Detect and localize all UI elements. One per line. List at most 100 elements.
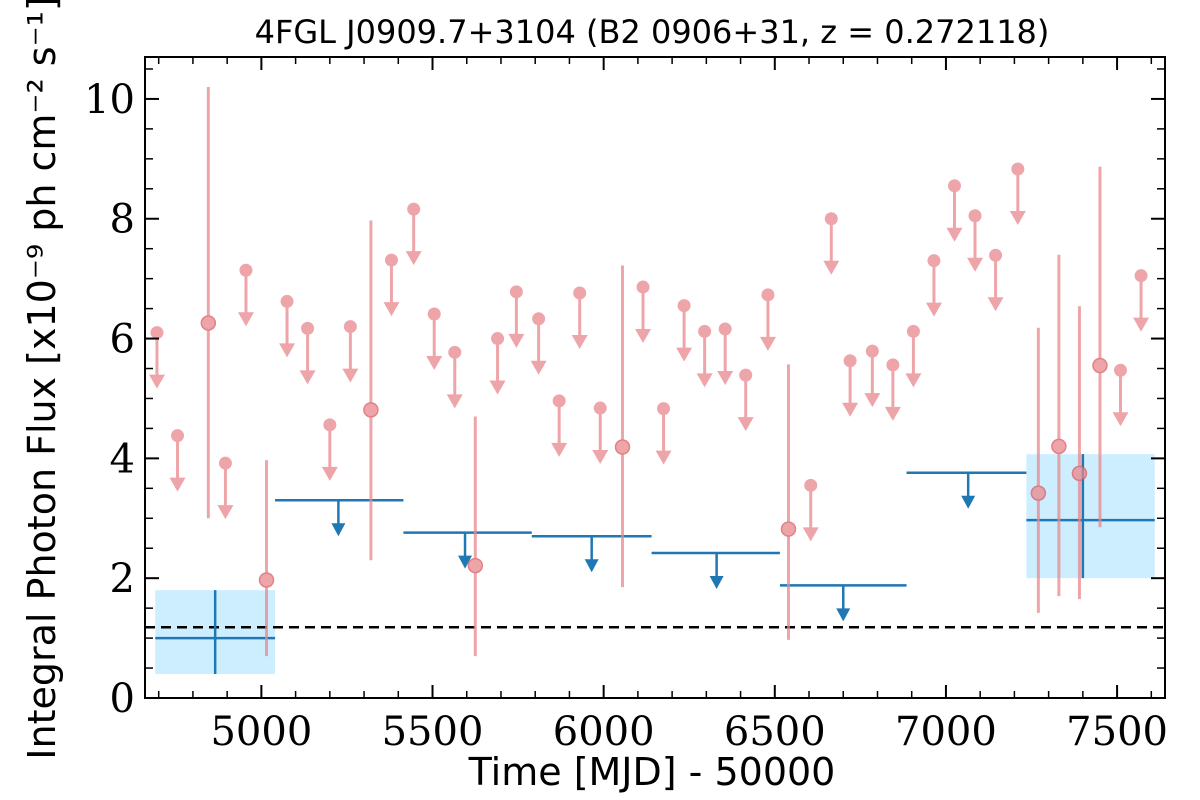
limit-arrowhead [905,373,922,388]
limit-arrowhead [584,559,599,573]
short-bin-upper-limit [864,344,881,408]
limit-arrowhead [237,312,254,327]
short-bin-series [148,86,1150,657]
short-bin-upper-limit [169,429,186,492]
limit-point [509,285,523,299]
limit-arrowhead [925,302,942,317]
limit-point [1011,162,1025,176]
long-bin-upper-limit [906,471,1027,509]
y-tick-label: 10 [84,77,135,123]
limit-arrowhead [1009,211,1026,226]
limit-point [218,456,232,470]
limit-point [886,358,900,372]
short-bin-upper-limit [759,288,776,351]
limit-point [150,326,164,340]
limit-arrowhead [655,450,672,465]
short-bin-upper-limit [802,478,819,542]
short-bin-upper-limit [967,209,984,272]
short-bin-upper-limit [696,324,713,388]
limit-point [718,322,732,336]
y-tick-label: 4 [110,436,135,482]
short-bin-upper-limit [342,320,359,383]
y-tick-label: 6 [110,317,135,363]
short-bin-upper-limit [217,456,234,520]
x-tick-label: 7000 [895,709,997,755]
limit-point [239,263,253,277]
limit-point [947,179,961,193]
limit-point [804,478,818,492]
limit-arrowhead [737,417,754,432]
long-bin-upper-limit [651,551,780,590]
short-bin-detection [363,220,379,561]
limit-arrowhead [571,335,588,350]
limit-arrowhead [635,329,652,344]
limit-arrowhead [864,393,881,408]
limit-arrowhead [1133,317,1150,332]
axes: 5000 5500 6000 6500 7000 7500 0 2 4 6 8 10 [84,56,1168,755]
long-bin-detection [155,590,276,675]
long-bin-upper-limit [275,499,404,537]
limit-point [927,254,941,268]
short-bin-upper-limit [405,202,422,266]
limit-point [427,307,441,321]
limit-arrowhead [592,450,609,465]
y-tick-label: 0 [110,676,135,722]
limit-arrowhead [717,370,734,385]
short-bin-upper-limit [946,179,963,242]
limit-arrowhead [961,495,976,509]
short-bin-upper-limit [717,322,734,385]
short-bin-upper-limit [530,312,547,375]
limit-point [968,209,982,223]
short-bin-upper-limit [925,254,942,317]
limit-point [824,212,838,226]
limit-arrowhead [331,523,346,537]
short-bin-upper-limit [1133,269,1150,332]
short-bin-detection [1051,254,1067,597]
limit-point [280,294,294,308]
chart-title: 4FGL J0909.7+3104 (B2 0906+31, z = 0.272… [255,13,1050,51]
limit-point [573,286,587,300]
limit-point [301,321,315,335]
limit-arrowhead [299,370,316,385]
short-bin-upper-limit [1009,162,1026,226]
short-bin-detection [1092,166,1108,528]
limit-arrowhead [696,373,713,388]
short-bin-detection [1071,306,1088,600]
limit-arrowhead [836,608,851,622]
detection-band [1026,454,1155,579]
x-axis-label: Time [MJD] - 50000 [468,750,836,794]
limit-point [1114,363,1128,377]
limit-arrowhead [342,368,359,383]
data-point [1092,357,1108,374]
limit-point [1134,269,1148,283]
plot-frame [144,56,1166,699]
limit-arrowhead [489,380,506,395]
limit-arrowhead [759,336,776,351]
limit-point [343,320,357,334]
short-bin-upper-limit [279,294,296,358]
data-point [363,402,379,418]
limit-arrowhead [458,555,473,569]
short-bin-detection [1030,327,1047,613]
limit-arrowhead [383,302,400,317]
short-bin-upper-limit [676,299,693,362]
short-bin-upper-limit [489,332,506,395]
short-bin-upper-limit [842,354,859,417]
x-tick-label: 6500 [724,709,826,755]
short-bin-upper-limit [383,253,400,317]
short-bin-upper-limit [737,368,754,432]
long-bin-series [155,454,1155,675]
limit-arrowhead [823,260,840,275]
limit-arrowhead [676,347,693,362]
limit-arrowhead [279,343,296,358]
limit-arrowhead [530,360,547,375]
short-bin-upper-limit [592,401,609,465]
x-tick-label: 6000 [553,709,655,755]
limit-arrowhead [967,257,984,272]
x-tick-label: 5500 [382,709,484,755]
detection-bands [155,454,1155,675]
y-tick-label: 2 [110,556,135,602]
short-bin-detection [200,86,217,519]
short-bin-detection [614,265,631,588]
short-bin-upper-limit [884,358,901,421]
